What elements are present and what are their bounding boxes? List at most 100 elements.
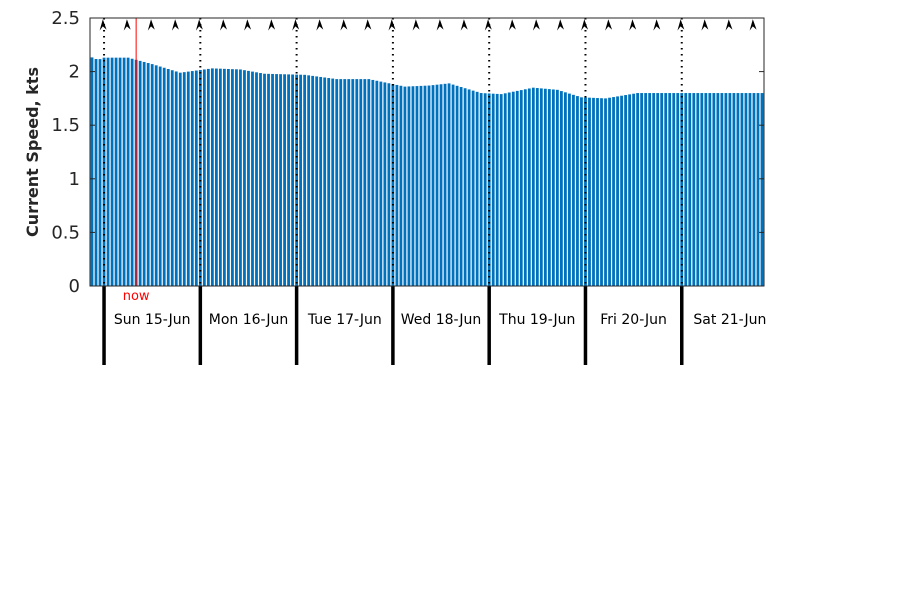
bar bbox=[214, 68, 218, 286]
bar bbox=[568, 93, 571, 286]
bar bbox=[130, 58, 134, 286]
bar bbox=[287, 74, 290, 286]
bar bbox=[584, 97, 587, 286]
bar bbox=[547, 89, 551, 286]
bar bbox=[551, 89, 555, 286]
bar bbox=[564, 92, 567, 286]
bar bbox=[519, 90, 523, 286]
direction-arrow-icon bbox=[292, 19, 300, 31]
bar bbox=[475, 91, 479, 286]
bar bbox=[692, 93, 696, 286]
bar bbox=[732, 93, 736, 286]
bar bbox=[471, 90, 475, 286]
direction-arrow-icon bbox=[99, 19, 107, 31]
direction-arrow-icon bbox=[557, 19, 564, 31]
bar bbox=[744, 93, 748, 286]
y-axis: 0 0.5 1 1.5 2 2.5 bbox=[51, 8, 764, 297]
bar bbox=[720, 93, 724, 286]
bar bbox=[327, 78, 331, 286]
bar bbox=[459, 87, 463, 286]
direction-arrow-icon bbox=[484, 19, 492, 31]
bar bbox=[640, 93, 644, 286]
direction-arrow-icon bbox=[677, 19, 685, 31]
direction-arrow-icon bbox=[605, 19, 613, 31]
bar bbox=[379, 81, 383, 286]
bar bbox=[672, 93, 676, 286]
bar bbox=[447, 83, 451, 286]
bar bbox=[752, 93, 756, 286]
bar bbox=[431, 85, 435, 286]
direction-arrow-icon bbox=[340, 19, 348, 31]
direction-arrow-icon bbox=[749, 19, 757, 31]
bar bbox=[712, 93, 716, 286]
direction-arrow-icon bbox=[508, 19, 516, 31]
bar bbox=[407, 86, 411, 287]
direction-arrow-icon bbox=[244, 19, 252, 31]
bar bbox=[323, 77, 327, 286]
bar bbox=[158, 66, 162, 286]
bar bbox=[243, 70, 246, 286]
day-label: Wed 18-Jun bbox=[401, 312, 482, 328]
direction-arrow-icon bbox=[653, 19, 661, 31]
bar bbox=[311, 75, 315, 286]
bar bbox=[572, 94, 575, 286]
bar bbox=[275, 74, 278, 286]
direction-arrow-icon bbox=[364, 19, 372, 31]
bar bbox=[210, 68, 214, 286]
bar bbox=[499, 94, 503, 286]
day-label: Sat 21-Jun bbox=[693, 312, 766, 328]
bar bbox=[202, 69, 206, 287]
direction-arrow-icon bbox=[147, 19, 155, 31]
bar bbox=[608, 97, 611, 286]
y-tick-label: 1 bbox=[69, 169, 80, 190]
bar bbox=[218, 68, 222, 286]
direction-arrow-icon bbox=[220, 19, 227, 31]
bar bbox=[624, 95, 627, 286]
bar bbox=[636, 93, 640, 286]
bar bbox=[491, 93, 495, 287]
bar bbox=[186, 71, 190, 286]
direction-arrow-icon bbox=[701, 19, 709, 31]
bar bbox=[279, 74, 282, 286]
y-tick-label: 0 bbox=[69, 276, 80, 297]
bar bbox=[668, 93, 672, 286]
bar bbox=[259, 73, 262, 286]
bar bbox=[335, 79, 339, 286]
y-tick-label: 2 bbox=[69, 62, 80, 83]
bar bbox=[247, 70, 250, 286]
bar bbox=[523, 89, 527, 286]
bar bbox=[343, 79, 347, 286]
bar bbox=[303, 74, 307, 286]
bar bbox=[251, 71, 254, 286]
bar bbox=[531, 87, 535, 287]
bar bbox=[339, 79, 343, 286]
bar bbox=[507, 92, 511, 286]
bar bbox=[299, 74, 303, 287]
bar bbox=[162, 67, 166, 287]
bar bbox=[748, 93, 752, 286]
bar bbox=[222, 68, 226, 286]
bar bbox=[684, 93, 688, 286]
bar bbox=[178, 72, 182, 286]
bar bbox=[600, 98, 603, 286]
bar bbox=[239, 69, 242, 287]
direction-arrow-icon bbox=[629, 19, 637, 31]
bar bbox=[154, 65, 158, 286]
bar bbox=[656, 93, 660, 286]
direction-arrow-icon bbox=[532, 19, 540, 31]
bar bbox=[190, 71, 194, 286]
bar bbox=[580, 97, 583, 286]
bar bbox=[114, 57, 118, 286]
bar bbox=[227, 69, 230, 286]
direction-arrow-icon bbox=[725, 19, 733, 31]
bar bbox=[263, 73, 266, 287]
bar bbox=[267, 73, 270, 286]
bar bbox=[102, 57, 106, 286]
bar bbox=[255, 72, 258, 286]
bar bbox=[592, 97, 595, 286]
bar bbox=[122, 57, 126, 286]
bar bbox=[90, 57, 94, 287]
y-tick-label: 2.5 bbox=[51, 8, 80, 29]
bar bbox=[182, 72, 186, 286]
bar bbox=[616, 96, 619, 286]
